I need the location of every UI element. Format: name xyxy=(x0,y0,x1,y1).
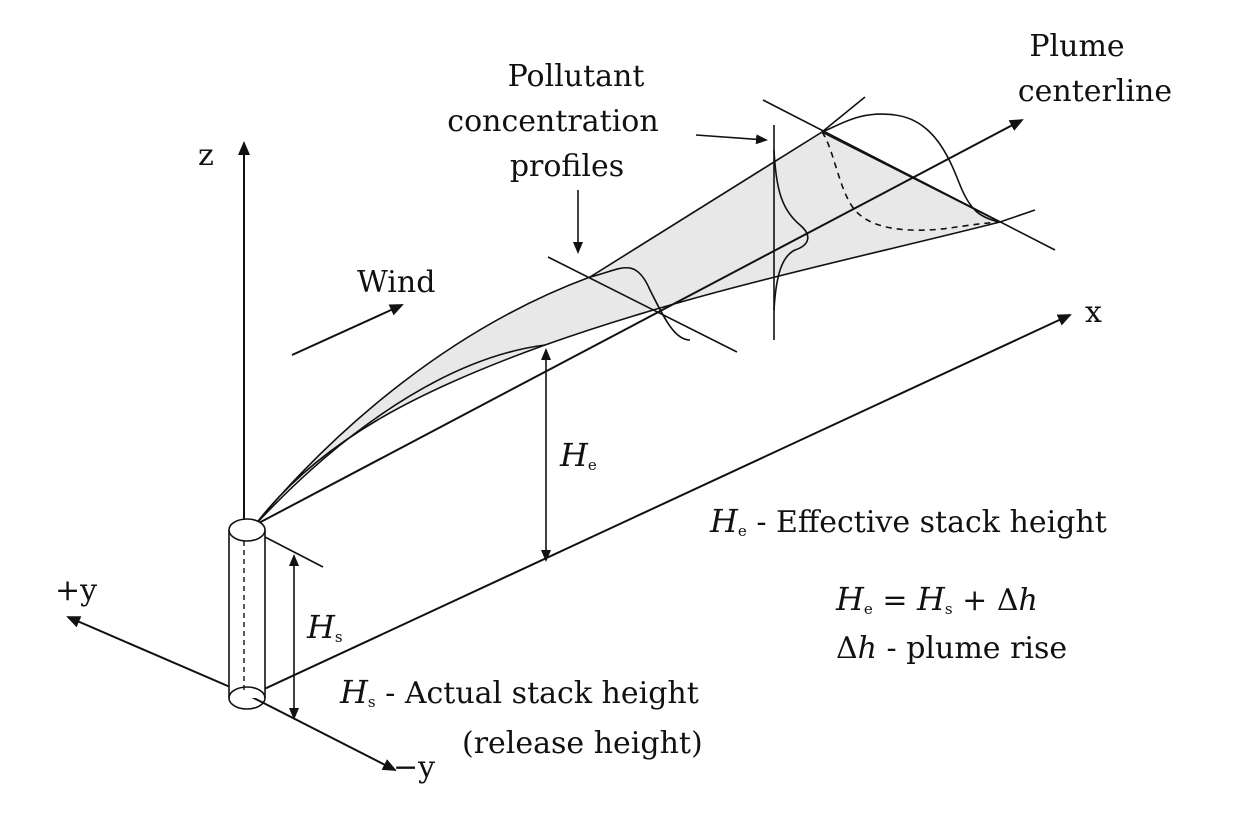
gaussian-profile-vertical xyxy=(773,149,809,311)
plume-rise-definition: Δh - plume rise xyxy=(836,631,1067,666)
minus-y-label: −y xyxy=(393,750,435,785)
minus-y-axis xyxy=(243,692,397,771)
profile1-crossline xyxy=(547,256,738,353)
wind-arrow xyxy=(291,304,404,356)
height-equation: He = Hs + Δh xyxy=(835,580,1038,618)
gaussian-profile-1 xyxy=(589,266,691,341)
hs-top-tick xyxy=(264,536,324,568)
effective-height-definition: He - Effective stack height xyxy=(709,502,1107,540)
plume-lower-edge xyxy=(254,344,546,526)
actual-height-definition: Hs - Actual stack height xyxy=(339,673,699,711)
profile3-crossline-a xyxy=(762,99,1056,251)
plume-label-line1: Plume xyxy=(1029,29,1124,64)
x-axis xyxy=(246,314,1072,698)
stack xyxy=(228,518,266,710)
plume-centerline-arrow xyxy=(254,119,1024,526)
gaussian-profile-far-dashed xyxy=(821,131,1001,231)
plume-label-line2: centerline xyxy=(1018,74,1172,109)
release-height-label: (release height) xyxy=(462,726,703,761)
gaussian-profile-far xyxy=(821,113,1001,223)
hs-label: Hs xyxy=(306,608,343,646)
profile3-crossline-c xyxy=(999,209,1036,223)
pollutant-label-line2: concentration xyxy=(447,104,658,139)
x-axis-label: x xyxy=(1085,295,1102,330)
plus-y-label: +y xyxy=(55,573,97,608)
profile3-crossline-b xyxy=(821,96,866,133)
he-label: He xyxy=(559,436,597,474)
wind-label: Wind xyxy=(357,265,435,300)
pollutant-arrow-right xyxy=(695,134,768,145)
pollutant-label-line1: Pollutant xyxy=(508,59,645,94)
z-axis-label: z xyxy=(198,138,214,173)
plus-y-axis xyxy=(66,616,245,694)
pollutant-label-line3: profiles xyxy=(510,149,624,184)
